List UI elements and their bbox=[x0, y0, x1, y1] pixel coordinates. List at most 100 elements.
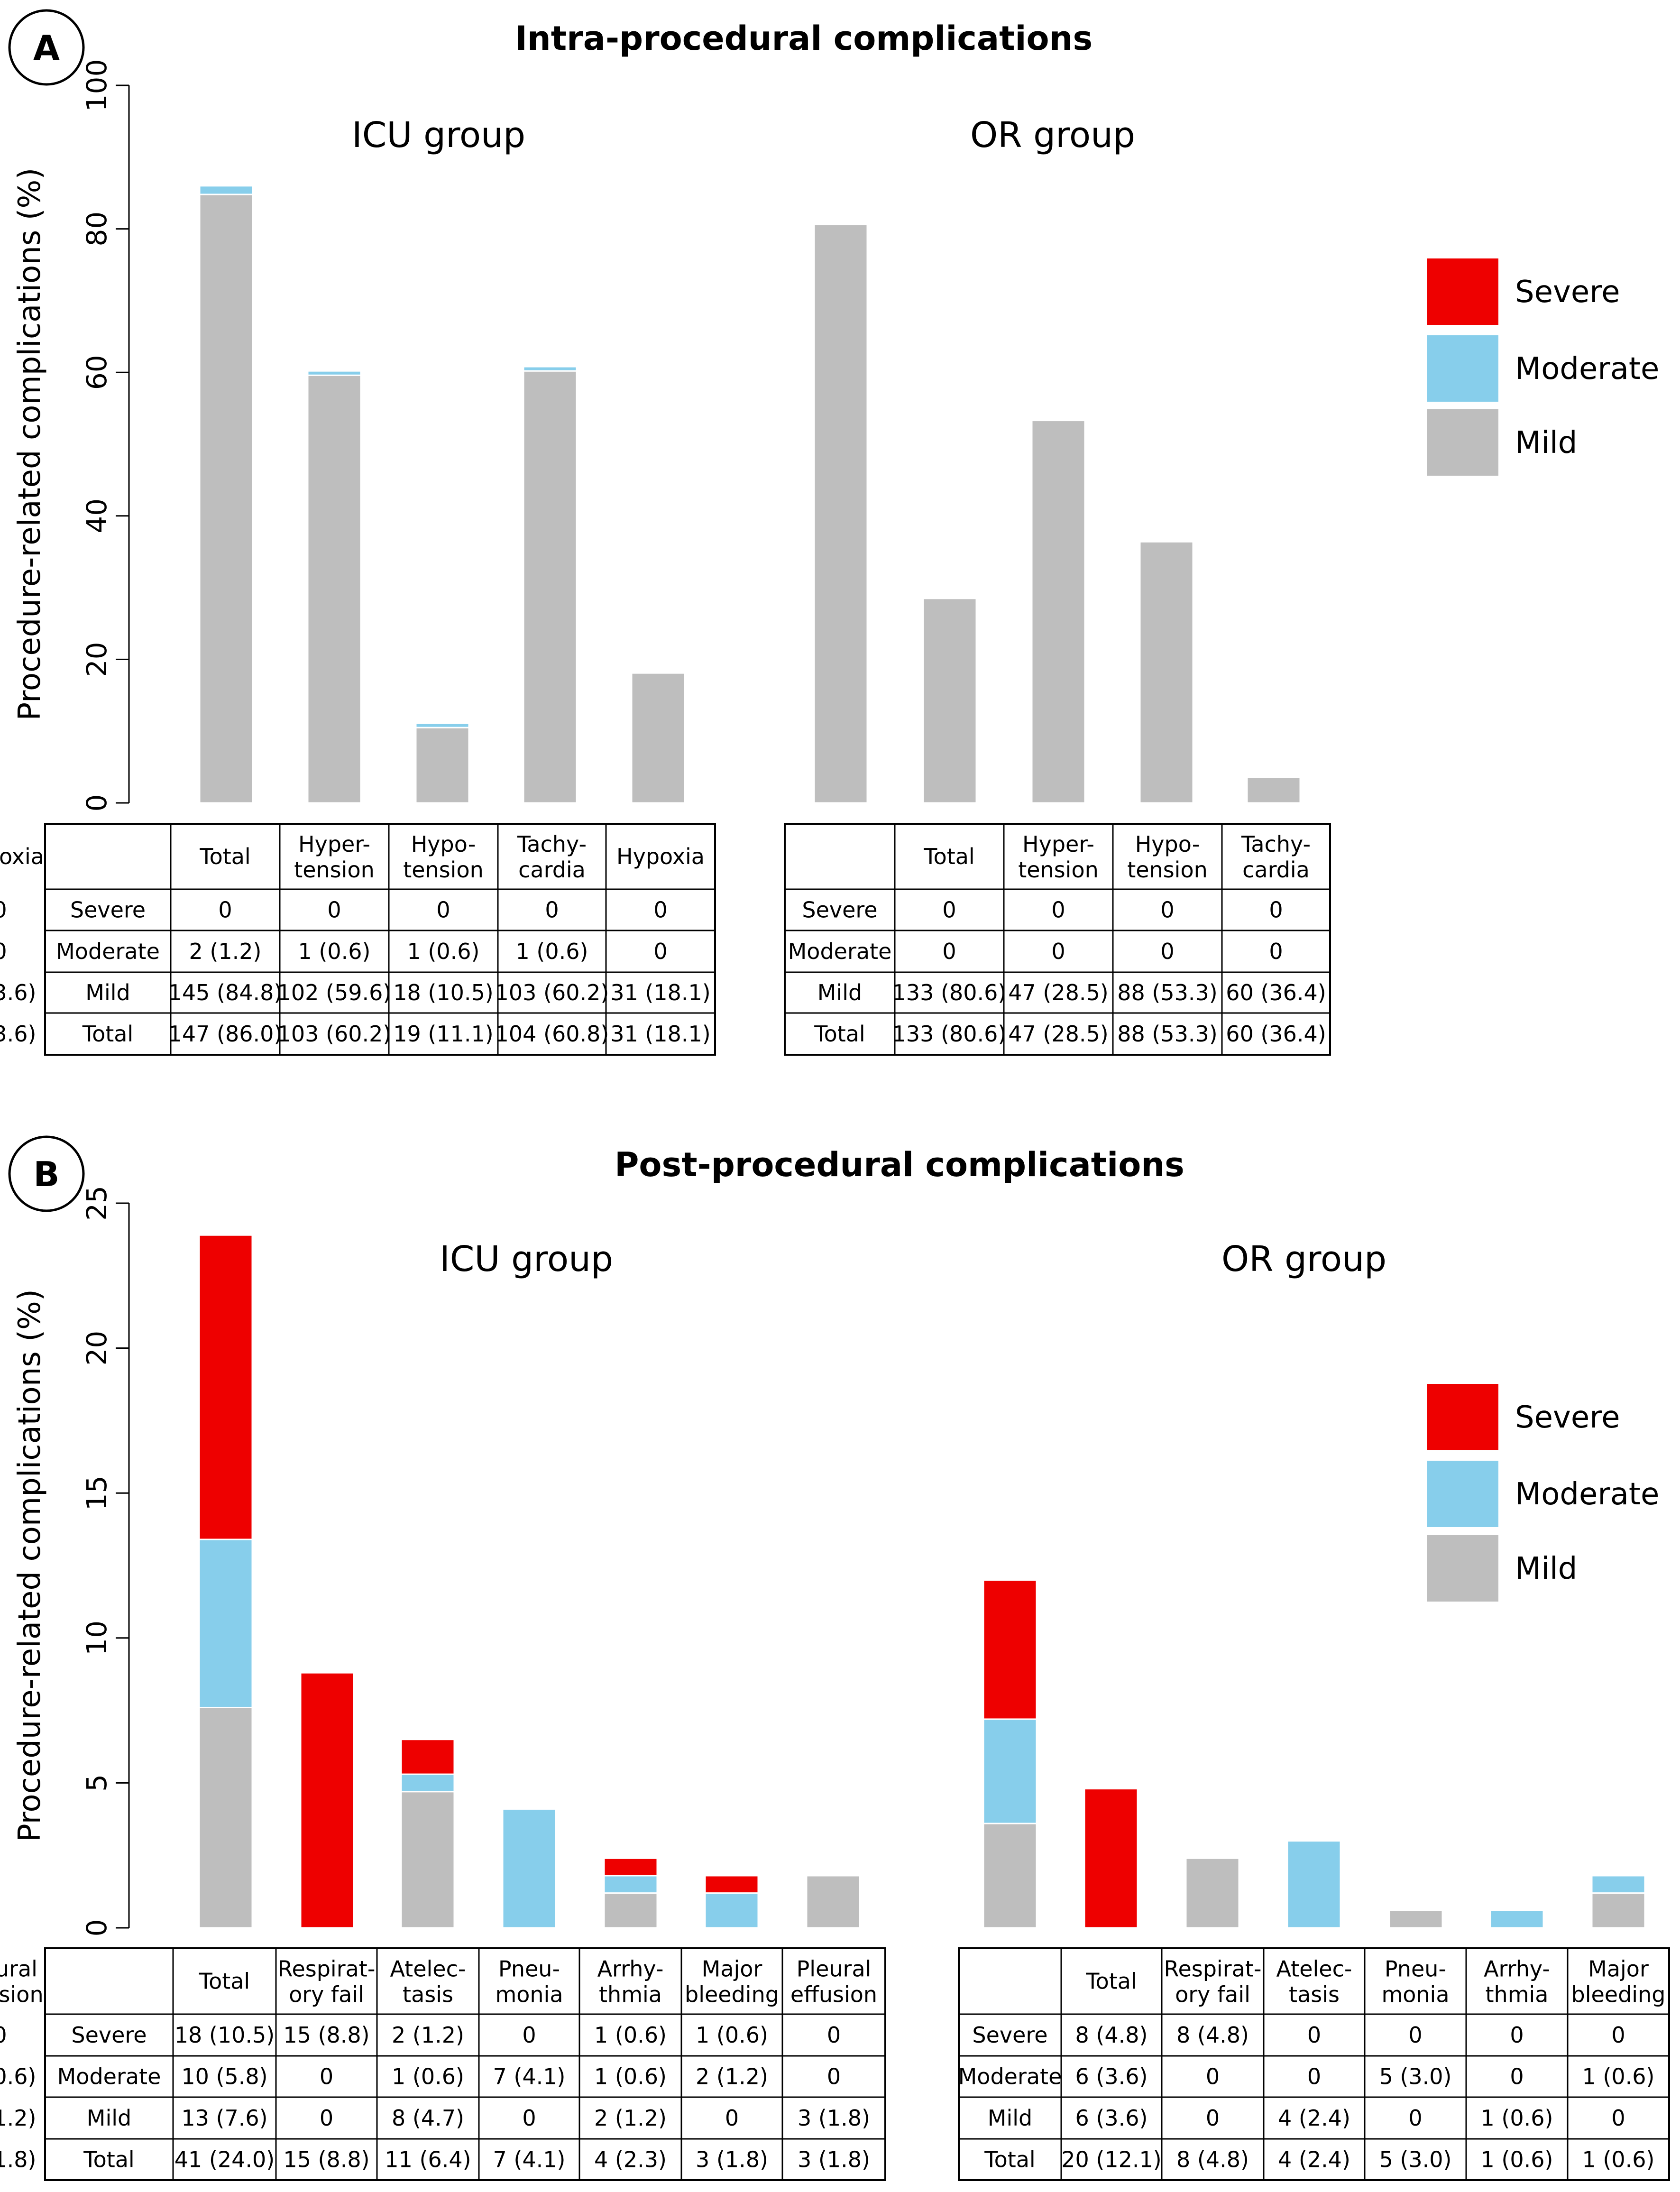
y-tick-label: 15 bbox=[81, 1475, 113, 1510]
table-header-cell: Respirat- bbox=[1164, 1956, 1262, 1982]
table-cell: 19 (11.1) bbox=[393, 1021, 493, 1047]
group-title: ICU group bbox=[352, 115, 525, 156]
table-cell: 0 bbox=[320, 2064, 333, 2090]
table-row-label: Total bbox=[984, 2147, 1035, 2173]
table-header-cell: Total bbox=[1085, 1969, 1137, 1994]
bar-moderate-majorbleeding bbox=[1489, 1909, 1544, 1929]
table-cell: 1 (0.6) bbox=[298, 939, 371, 964]
legend-swatch-mild bbox=[1427, 409, 1498, 476]
table-cell: 133 (80.6) bbox=[892, 980, 1007, 1005]
table-cell: 147 (86.0) bbox=[168, 1021, 283, 1047]
table-header-cell: Hyper- bbox=[1022, 831, 1094, 857]
bar-moderate-arrhy-thmia bbox=[603, 1875, 658, 1894]
table-cell: 0 bbox=[522, 2105, 536, 2131]
panel-a: A Intra-procedural complications 0 20 40 60 80… bbox=[0, 9, 1659, 1056]
table-cell: 18 (10.5) bbox=[393, 980, 493, 1005]
table-cell: 1 (0.6) bbox=[594, 2022, 667, 2048]
bar-severe-atelec-tasis bbox=[400, 1739, 455, 1775]
table-cell: 5 (3.0) bbox=[1379, 2147, 1452, 2173]
table-cell: 145 (84.8) bbox=[168, 980, 283, 1005]
table-cell: 3 (1.8) bbox=[0, 2147, 36, 2173]
table-cell: 133 (80.6) bbox=[892, 1021, 1007, 1047]
table-cell: 0 bbox=[1307, 2064, 1321, 2090]
table-cell: 0 bbox=[1510, 2064, 1524, 2090]
legend-label-severe: Severe bbox=[1515, 275, 1620, 310]
bar-mild-hyper-tension bbox=[922, 598, 977, 804]
bar-moderate-total bbox=[198, 1538, 253, 1708]
table-header-cell: ory fail bbox=[1175, 1982, 1250, 2008]
table-header-cell: tasis bbox=[403, 1982, 453, 2008]
table-header-cell: monia bbox=[495, 1982, 563, 2008]
table-header-cell: effusion bbox=[0, 1982, 44, 2008]
table-cell: 31 (18.1) bbox=[610, 980, 710, 1005]
legend-label-mild: Mild bbox=[1515, 1551, 1577, 1586]
table-header-cell: Tachy- bbox=[1241, 831, 1311, 857]
table-cell: 20 (12.1) bbox=[1061, 2147, 1161, 2173]
table-header-cell: effusion bbox=[790, 1982, 877, 2008]
bar-moderate-pleuraleffusion bbox=[1591, 1875, 1646, 1894]
y-tick-label: 0 bbox=[81, 794, 113, 812]
bar-mild-hyper-tension bbox=[307, 374, 362, 804]
panel-b: B Post-procedural complications 0 5 10 15 20 25… bbox=[0, 1135, 1670, 2181]
y-tick-label: 80 bbox=[81, 212, 113, 247]
table-cell: 0 bbox=[1408, 2022, 1422, 2048]
bar-moderate-total bbox=[982, 1718, 1037, 1824]
table-cell: 0 bbox=[545, 897, 559, 923]
table-header-cell: Tachy- bbox=[517, 831, 587, 857]
table-header-cell: bleeding bbox=[1571, 1982, 1666, 2008]
data-table: Total Hyper-tensionHypo-tensionTachy-card… bbox=[0, 823, 1331, 1056]
bar-moderate-atelec-tasis bbox=[400, 1773, 455, 1793]
bar-moderate-pneu-monia bbox=[502, 1808, 557, 1929]
panel-letter-circle bbox=[8, 1135, 85, 1212]
bar-mild-hypo-tension bbox=[1031, 420, 1086, 804]
y-tick-label: 5 bbox=[81, 1774, 113, 1792]
group-title: OR group bbox=[1221, 1239, 1386, 1280]
table-cell: 0 bbox=[1051, 939, 1065, 964]
table-row-label: Moderate bbox=[958, 2064, 1062, 2090]
bar-moderate-hyper-tension bbox=[307, 370, 362, 376]
table-border bbox=[958, 1947, 1670, 2181]
bar-severe-arrhy-thmia bbox=[603, 1857, 658, 1877]
y-axis-label: Procedure-related complications (%) bbox=[12, 1289, 47, 1842]
table-cell: 47 (28.5) bbox=[1008, 980, 1108, 1005]
table-header-cell: ory fail bbox=[289, 1982, 364, 2008]
table-cell: 8 (4.8) bbox=[1176, 2147, 1249, 2173]
bar-mild-pleuraleffusion bbox=[1591, 1892, 1646, 1929]
table-cell: 2 (1.2) bbox=[0, 2105, 36, 2131]
table-cell: 1 (0.6) bbox=[1481, 2147, 1553, 2173]
table-header-cell: tension bbox=[1127, 857, 1208, 883]
table-cell: 0 bbox=[827, 2022, 841, 2048]
bar-mild-tachy-cardia bbox=[1139, 541, 1194, 804]
bar-mild-hypoxia bbox=[631, 672, 686, 804]
bar-mild-tachy-cardia bbox=[523, 370, 578, 804]
table-cell: 0 bbox=[725, 2105, 739, 2131]
table-row-label: Mild bbox=[85, 980, 130, 1005]
table-border bbox=[44, 823, 716, 1056]
table-header-cell: Total bbox=[199, 1969, 250, 1994]
table-cell: 2 (1.2) bbox=[189, 939, 262, 964]
table-cell: 104 (60.8) bbox=[495, 1021, 609, 1047]
table-header-cell: cardia bbox=[1242, 857, 1310, 883]
table-cell: 1 (0.6) bbox=[0, 2064, 36, 2090]
table-header-cell: Pleural bbox=[0, 1956, 37, 1982]
group-title: OR group bbox=[970, 115, 1135, 156]
panel-letter: B bbox=[34, 1154, 60, 1194]
table-header-cell: Hypo- bbox=[411, 831, 476, 857]
table-row-label: Mild bbox=[988, 2105, 1032, 2131]
table-cell: 8 (4.7) bbox=[392, 2105, 464, 2131]
bar-severe-respirat-ory-fail bbox=[1083, 1788, 1138, 1929]
data-table: Total Respirat-ory fail Atelec-tasis Pneu-m… bbox=[44, 1947, 886, 2181]
table-cell: 18 (10.5) bbox=[174, 2022, 275, 2048]
table-cell: 4 (2.4) bbox=[1278, 2147, 1350, 2173]
table-header-cell: Hypoxia bbox=[616, 844, 705, 869]
table-border bbox=[784, 823, 1331, 1056]
legend-label-severe: Severe bbox=[1515, 1400, 1620, 1435]
table-cell: 7 (4.1) bbox=[493, 2064, 566, 2090]
table-header-cell: Major bbox=[1588, 1956, 1649, 1982]
table-cell: 0 bbox=[218, 897, 232, 923]
table-cell: 2 (1.2) bbox=[696, 2064, 768, 2090]
bar-mild-hypo-tension bbox=[415, 727, 470, 804]
